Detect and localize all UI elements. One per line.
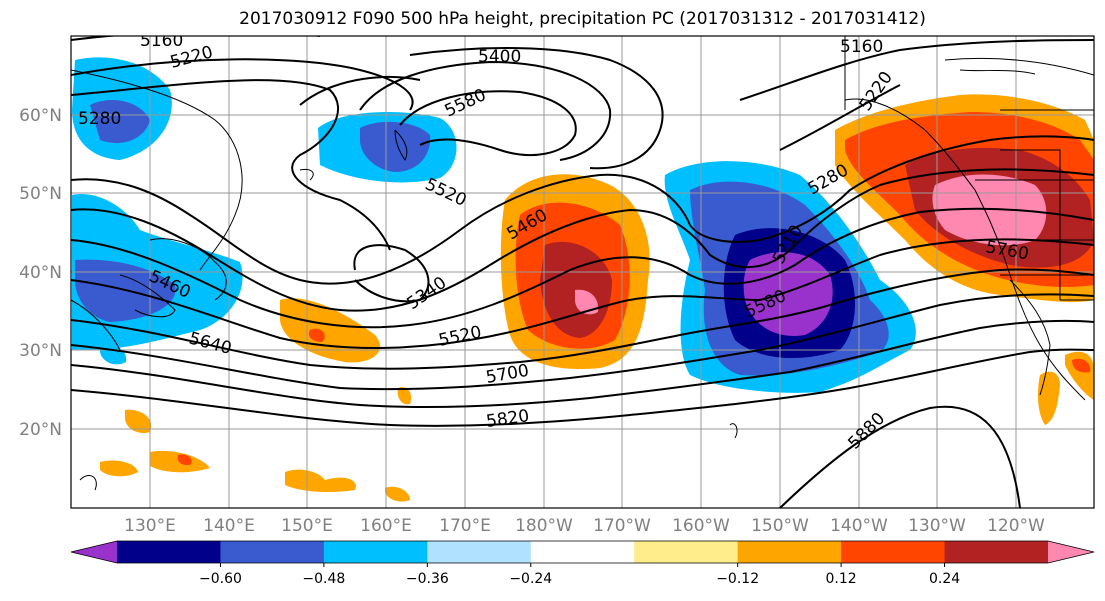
colorbar-outline <box>70 540 1095 564</box>
lon-label: 180°W <box>515 516 573 536</box>
lat-label: 50°N <box>19 184 62 204</box>
colorbar-swatch <box>634 541 739 563</box>
colorbar-extend-high <box>1048 541 1094 563</box>
colorbar-swatch <box>944 541 1049 563</box>
lon-label: 160°W <box>672 516 730 536</box>
colorbar-tick-label: 0.12 <box>826 571 857 587</box>
colorbar-tick-label: 0.24 <box>929 571 960 587</box>
lon-label: 130°E <box>124 516 176 536</box>
map-title: 2017030912 F090 500 hPa height, precipit… <box>239 9 926 29</box>
colorbar-tick-label: −0.12 <box>716 571 759 587</box>
lon-label: 170°W <box>593 516 651 536</box>
colorbar-swatch <box>323 541 428 563</box>
colorbar-tick-label: −0.24 <box>509 571 552 587</box>
lat-label: 60°N <box>19 106 62 126</box>
lon-label: 150°W <box>751 516 809 536</box>
lon-label: 130°W <box>908 516 966 536</box>
map-content: 5160 5220 5400 5580 5280 5520 5460 5340 … <box>71 31 1094 508</box>
colorbar-swatch <box>117 541 221 563</box>
coastlines <box>71 36 1094 491</box>
colorbar-swatch <box>220 541 325 563</box>
lat-label: 20°N <box>19 420 62 440</box>
lat-label: 40°N <box>19 263 62 283</box>
lon-label: 160°E <box>360 516 412 536</box>
lon-labels: 130°E 140°E 150°E 160°E 170°E 180°W 170°… <box>124 516 1045 536</box>
map-border <box>70 35 1095 509</box>
colorbar-swatch <box>737 541 842 563</box>
lon-label: 140°E <box>203 516 255 536</box>
graticule <box>71 36 1094 508</box>
colorbar-tick-label: −0.36 <box>406 571 449 587</box>
contour-label: 5400 <box>478 47 521 67</box>
colorbar-swatch <box>427 541 532 563</box>
lon-label: 120°W <box>987 516 1045 536</box>
contour-label: 5280 <box>78 109 121 129</box>
colorbar-swatch <box>841 541 946 563</box>
colorbar-tick-label: −0.48 <box>302 571 345 587</box>
colorbar-tick-label: −0.60 <box>199 571 242 587</box>
contour-label: 5160 <box>140 31 183 51</box>
colorbar <box>70 540 1095 564</box>
colorbar-ticks: −0.60 −0.48 −0.36 −0.24 −0.12 0.12 0.24 <box>199 563 960 587</box>
lon-label: 170°E <box>439 516 491 536</box>
lon-label: 140°W <box>830 516 888 536</box>
lon-label: 150°E <box>281 516 333 536</box>
contour-label: 5160 <box>840 37 883 57</box>
lat-labels: 60°N 50°N 40°N 30°N 20°N <box>19 106 62 440</box>
height-contours <box>71 36 1094 508</box>
lat-label: 30°N <box>19 341 62 361</box>
colorbar-swatch <box>530 541 635 563</box>
colorbar-extend-low <box>71 541 117 563</box>
